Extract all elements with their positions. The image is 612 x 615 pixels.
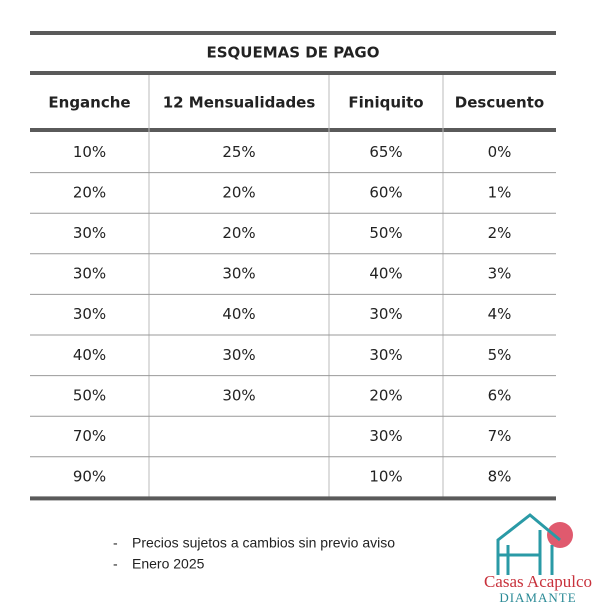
- rule-thick: [30, 496, 556, 501]
- cell: 40%: [73, 346, 106, 364]
- cell: 30%: [73, 224, 106, 242]
- cell: 10%: [73, 143, 106, 161]
- cell: 5%: [488, 346, 512, 364]
- cell: 90%: [73, 468, 106, 486]
- cell: 0%: [488, 143, 512, 161]
- cell: 30%: [369, 427, 402, 445]
- column-header: Descuento: [455, 94, 544, 112]
- cell: 7%: [488, 427, 512, 445]
- cell: 30%: [73, 305, 106, 323]
- cell: 20%: [73, 183, 106, 201]
- cell: 3%: [488, 265, 512, 283]
- cell: 65%: [369, 143, 402, 161]
- cell: 20%: [222, 224, 255, 242]
- note-dash: -: [113, 556, 118, 572]
- logo-text: Diamante: [499, 590, 576, 605]
- cell: 8%: [488, 468, 512, 486]
- cell: 20%: [222, 183, 255, 201]
- column-header: 12 Mensualidades: [163, 94, 316, 112]
- column-header: Finiquito: [348, 94, 423, 112]
- note-dash: -: [113, 535, 118, 551]
- cell: 50%: [73, 386, 106, 404]
- cell: 2%: [488, 224, 512, 242]
- cell: 4%: [488, 305, 512, 323]
- cell: 50%: [369, 224, 402, 242]
- cell: 60%: [369, 183, 402, 201]
- logo-text: Casas Acapulco: [484, 572, 592, 591]
- rule-thick: [30, 31, 556, 35]
- note: Precios sujetos a cambios sin previo avi…: [132, 535, 395, 551]
- logo-house: [496, 513, 561, 575]
- cell: 30%: [222, 386, 255, 404]
- logo: Casas Acapulco Diamante: [484, 513, 592, 605]
- cell: 6%: [488, 386, 512, 404]
- column-header: Enganche: [48, 94, 130, 112]
- cell: 1%: [488, 183, 512, 201]
- cell: 30%: [369, 346, 402, 364]
- cell: 20%: [369, 386, 402, 404]
- logo-circle: [547, 522, 573, 548]
- rule-thick: [30, 71, 556, 75]
- rule-thick: [30, 128, 556, 132]
- cell: 40%: [369, 265, 402, 283]
- cell: 70%: [73, 427, 106, 445]
- cell: 30%: [73, 265, 106, 283]
- cell: 40%: [222, 305, 255, 323]
- cell: 30%: [222, 346, 255, 364]
- table-title: ESQUEMAS DE PAGO: [207, 44, 380, 62]
- cell: 30%: [222, 265, 255, 283]
- cell: 10%: [369, 468, 402, 486]
- cell: 25%: [222, 143, 255, 161]
- cell: 30%: [369, 305, 402, 323]
- payment-table: ESQUEMAS DE PAGO Enganche 12 Mensualidades…: [30, 31, 556, 501]
- note: Enero 2025: [132, 556, 205, 572]
